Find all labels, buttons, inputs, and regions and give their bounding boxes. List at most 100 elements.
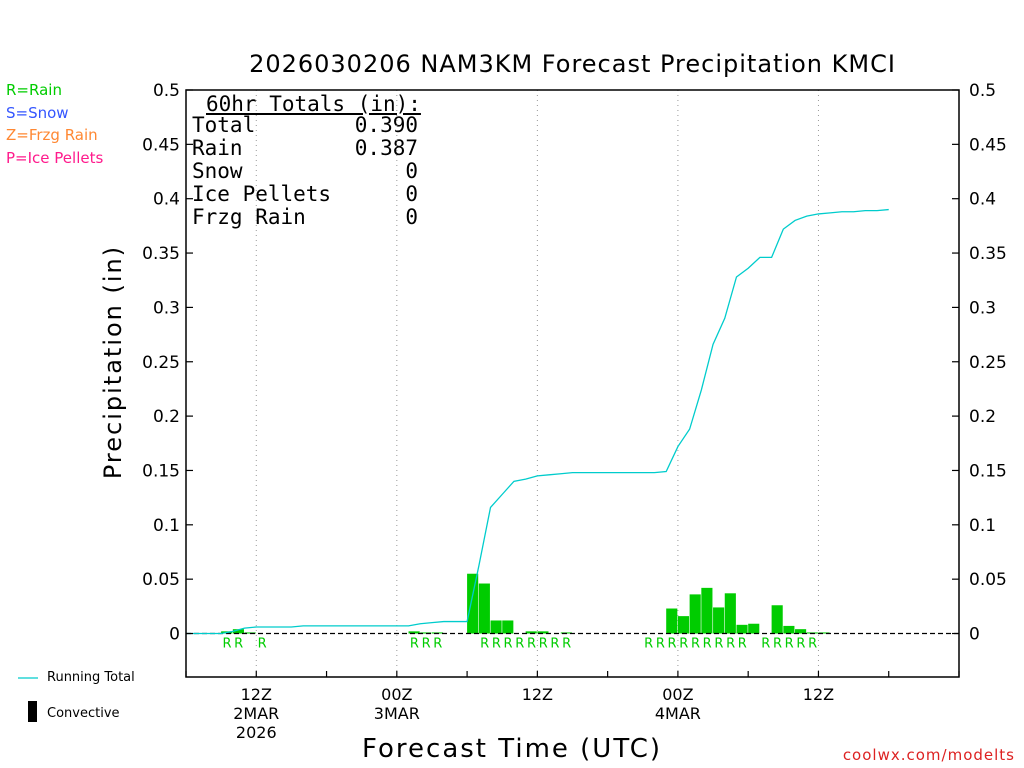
precip-type-label: R: [703, 637, 712, 652]
y-tick-label-right: 0.05: [969, 570, 1007, 590]
precip-type-label: R: [234, 637, 243, 652]
y-tick-label-left: 0.25: [142, 353, 180, 373]
x-tick-label: 4MAR: [655, 704, 701, 723]
precip-bar: [408, 631, 420, 634]
legend-frzg-rain: Z=Frzg Rain: [6, 126, 98, 144]
totals-value: 0: [405, 205, 418, 229]
y-tick-label-right: 0.3: [969, 298, 996, 318]
precip-bar: [724, 593, 736, 634]
y-tick-label-left: 0.2: [153, 407, 180, 427]
legend-convective: Convective: [47, 706, 120, 721]
precip-bar: [795, 629, 807, 634]
x-tick-label: 12Z: [241, 685, 272, 704]
precip-bar: [771, 605, 783, 634]
precip-type-label: R: [422, 637, 431, 652]
totals-value: 0.387: [354, 136, 418, 160]
y-tick-label-right: 0.1: [969, 516, 996, 536]
totals-row-rain: Rain 0.387: [192, 137, 422, 160]
running-total-legend-swatch: [18, 677, 38, 679]
precip-bar: [713, 607, 725, 634]
precip-type-label: R: [527, 637, 536, 652]
legend-rain: R=Rain: [6, 81, 62, 99]
totals-label: Total: [192, 113, 256, 137]
totals-label: Snow: [192, 159, 243, 183]
y-tick-label-right: 0.35: [969, 244, 1007, 264]
precip-bar: [478, 583, 490, 634]
totals-box: 60hr Totals (in): Total 0.390 Rain 0.387…: [192, 92, 422, 229]
precip-bar: [701, 587, 713, 634]
y-tick-label-left: 0.5: [153, 81, 180, 101]
totals-label: Ice Pellets: [192, 182, 332, 206]
precip-type-label: R: [796, 637, 805, 652]
precip-bar: [783, 625, 795, 634]
legend-ice-pellets: P=Ice Pellets: [6, 149, 104, 167]
y-tick-label-left: 0.35: [142, 244, 180, 264]
plot-frame: [185, 89, 960, 678]
precip-type-label: R: [761, 637, 770, 652]
precip-bar: [689, 594, 701, 634]
x-axis-label: Forecast Time (UTC): [361, 734, 662, 764]
precip-bar: [537, 631, 549, 634]
x-tick-label: 3MAR: [374, 704, 420, 723]
precip-type-label: R: [550, 637, 559, 652]
totals-value: 0: [405, 182, 418, 206]
precip-type-label: R: [492, 637, 501, 652]
x-tick-label: 12Z: [522, 685, 553, 704]
precip-type-label: R: [738, 637, 747, 652]
precip-type-label: R: [433, 637, 442, 652]
precip-type-label: R: [562, 637, 571, 652]
precip-type-label: R: [785, 637, 794, 652]
y-tick-label-left: 0.1: [153, 516, 180, 536]
precip-bar: [525, 631, 537, 634]
y-tick-label-left: 0: [169, 625, 180, 645]
x-tick-label: 2026: [236, 723, 277, 742]
precip-type-label: R: [679, 637, 688, 652]
y-tick-label-left: 0.3: [153, 298, 180, 318]
precip-type-label: R: [644, 637, 653, 652]
chart-title: 2026030206 NAM3KM Forecast Precipitation…: [249, 50, 896, 78]
legend-snow: S=Snow: [6, 104, 69, 122]
precip-bar: [490, 620, 502, 634]
precip-type-label: R: [539, 637, 548, 652]
totals-value: 0: [405, 159, 418, 183]
y-tick-label-right: 0.2: [969, 407, 996, 427]
precip-type-label: R: [515, 637, 524, 652]
precip-bar: [748, 623, 760, 634]
x-tick-label: 00Z: [662, 685, 693, 704]
totals-value: 0.390: [354, 113, 418, 137]
precip-bar: [232, 629, 244, 634]
precip-bar: [666, 608, 678, 634]
y-tick-label-right: 0.15: [969, 461, 1007, 481]
totals-row-total: Total 0.390: [192, 114, 422, 137]
precip-type-label: R: [691, 637, 700, 652]
precip-type-label: R: [808, 637, 817, 652]
precip-type-label: R: [714, 637, 723, 652]
y-tick-label-right: 0.5: [969, 81, 996, 101]
y-tick-label-right: 0: [969, 625, 980, 645]
precip-type-label: R: [668, 637, 677, 652]
totals-row-frzg-rain: Frzg Rain 0: [192, 206, 422, 229]
totals-label: Frzg Rain: [192, 205, 306, 229]
precip-bar: [736, 624, 748, 634]
x-tick-label: 2MAR: [233, 704, 279, 723]
precip-type-label: R: [222, 637, 231, 652]
totals-row-snow: Snow 0: [192, 160, 422, 183]
precip-bar: [467, 573, 479, 634]
y-tick-label-right: 0.45: [969, 135, 1007, 155]
precip-bar: [677, 616, 690, 634]
precip-bar: [818, 632, 830, 634]
y-tick-label-left: 0.05: [142, 570, 180, 590]
y-tick-label-left: 0.4: [153, 190, 180, 210]
totals-label: Rain: [192, 136, 243, 160]
precip-type-label: R: [410, 637, 419, 652]
y-tick-label-left: 0.15: [142, 461, 180, 481]
precip-type-label: R: [726, 637, 735, 652]
precip-type-label: R: [480, 637, 489, 652]
totals-row-ice-pellets: Ice Pellets 0: [192, 183, 422, 206]
convective-legend-swatch: [28, 701, 37, 722]
totals-header: 60hr Totals (in):: [206, 92, 421, 116]
precip-bar: [420, 632, 432, 634]
legend-running-total: Running Total: [47, 670, 135, 685]
precip-type-label: R: [656, 637, 665, 652]
